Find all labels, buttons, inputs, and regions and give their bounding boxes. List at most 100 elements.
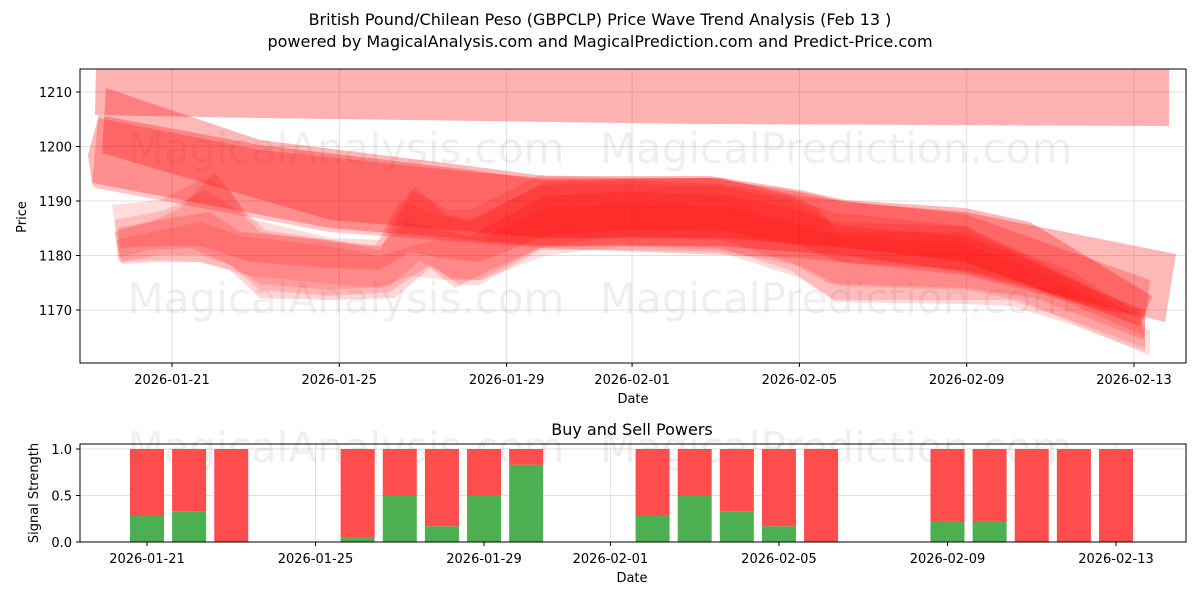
sell-bar [424, 449, 459, 527]
price-x-axis-label: Date [617, 392, 648, 407]
x-tick-label: 2026-02-01 [594, 373, 670, 388]
x-tick-label: 2026-01-25 [302, 373, 378, 388]
price-y-axis-label: Price [15, 201, 30, 233]
sell-bar [804, 449, 839, 542]
buy-bar [761, 526, 796, 542]
sell-bar [382, 449, 417, 496]
sell-bar [509, 449, 544, 465]
buy-sell-x-axis: 2026-01-21 2026-01-25 2026-01-29 2026-02-01… [109, 542, 1154, 567]
bar-group [424, 449, 459, 542]
x-tick-label: 2026-01-29 [469, 373, 545, 388]
y-tick-label: 1210 [39, 86, 72, 101]
watermark-group: MagicalAnalysis.com MagicalPrediction.co… [128, 124, 1073, 323]
y-tick-label: 1180 [39, 250, 72, 265]
bar-group [719, 449, 754, 542]
buy-sell-axes-frame [79, 443, 1187, 543]
buy-sell-bars [130, 449, 1133, 542]
sell-bar [1099, 449, 1133, 542]
buy-bar [719, 511, 754, 542]
wave-bands [88, 69, 1176, 356]
price-plot-area [80, 69, 1186, 363]
sell-bar [214, 449, 249, 542]
chart-title: British Pound/Chilean Peso (GBPCLP) Pric… [308, 10, 892, 29]
x-tick-label: 2026-01-25 [278, 552, 354, 567]
bar-group [214, 449, 249, 542]
buy-bar [424, 526, 459, 542]
bar-group [130, 449, 164, 542]
sell-bar [761, 449, 796, 527]
x-tick-label: 2026-02-13 [1096, 373, 1172, 388]
wave-band-main [88, 115, 1176, 322]
buy-sell-chart: Buy and Sell Powers MagicalAnalysis.com … [27, 420, 1187, 586]
watermark: MagicalPrediction.com [600, 274, 1073, 323]
sell-bar [130, 449, 164, 516]
buy-bar [972, 521, 1007, 542]
wave-band-upper [95, 69, 1169, 126]
bar-group [930, 449, 965, 542]
bar-group [382, 449, 417, 542]
buy-bar [509, 464, 544, 542]
y-tick-label: 0.0 [51, 536, 72, 551]
x-tick-label: 2026-01-21 [109, 552, 185, 567]
buy-bar [340, 537, 375, 542]
bar-group [972, 449, 1007, 542]
bar-group [1014, 449, 1049, 542]
watermark: MagicalAnalysis.com [128, 274, 565, 323]
x-tick-label: 2026-02-05 [762, 373, 838, 388]
x-tick-label: 2026-02-09 [910, 552, 986, 567]
sell-bar [467, 449, 502, 496]
x-tick-label: 2026-02-13 [1078, 552, 1154, 567]
buy-sell-x-axis-label: Date [616, 571, 647, 586]
x-tick-label: 2026-02-01 [573, 552, 649, 567]
wave-band-lower [118, 192, 1145, 336]
price-y-axis: 1170 1180 1190 1200 1210 [39, 86, 80, 319]
buy-bar [467, 495, 502, 542]
bar-group [761, 449, 796, 542]
buy-sell-title: Buy and Sell Powers [551, 420, 713, 439]
x-tick-label: 2026-01-21 [134, 373, 210, 388]
bar-group [1056, 449, 1091, 542]
bar-group [635, 449, 670, 542]
wave-band-main [102, 88, 1152, 326]
price-chart: MagicalAnalysis.com MagicalPrediction.co… [15, 68, 1187, 407]
y-tick-label: 1.0 [51, 443, 72, 458]
wave-band-main [92, 118, 1150, 320]
sell-bar [930, 449, 965, 522]
buy-sell-y-axis-label: Signal Strength [27, 443, 42, 543]
x-tick-label: 2026-01-29 [446, 552, 522, 567]
bar-group [172, 449, 207, 542]
bar-group [509, 449, 544, 542]
price-x-axis: 2026-01-21 2026-01-25 2026-01-29 2026-02-01… [134, 363, 1172, 388]
bar-group [340, 449, 375, 542]
sell-bar [972, 449, 1007, 522]
watermark: MagicalPrediction.com [600, 124, 1073, 173]
price-axes-frame [79, 68, 1187, 364]
y-tick-label: 0.5 [51, 490, 72, 505]
buy-bar [382, 495, 417, 542]
sell-bar [172, 449, 207, 512]
price-gridlines [80, 69, 1186, 363]
y-tick-label: 1190 [39, 195, 72, 210]
sell-bar [719, 449, 754, 512]
buy-bar [677, 495, 712, 542]
watermark: MagicalAnalysis.com [128, 124, 565, 173]
chart-subtitle: powered by MagicalAnalysis.com and Magic… [267, 32, 933, 51]
wave-band-lower [114, 172, 1145, 340]
bar-group [804, 449, 839, 542]
buy-bar [172, 511, 207, 542]
y-tick-label: 1200 [39, 141, 72, 156]
x-tick-label: 2026-02-05 [741, 552, 817, 567]
wave-band-lower [115, 184, 1145, 352]
buy-sell-y-axis: 0.0 0.5 1.0 [51, 443, 80, 551]
sell-bar [340, 449, 375, 538]
buy-bar [930, 521, 965, 542]
buy-bar [130, 515, 164, 542]
wave-band-lower [116, 204, 1150, 356]
sell-bar [1056, 449, 1091, 542]
wave-band-lower [112, 175, 1145, 348]
sell-bar [1014, 449, 1049, 542]
bar-group [1099, 449, 1133, 542]
sell-bar [635, 449, 670, 516]
bar-group [467, 449, 502, 542]
